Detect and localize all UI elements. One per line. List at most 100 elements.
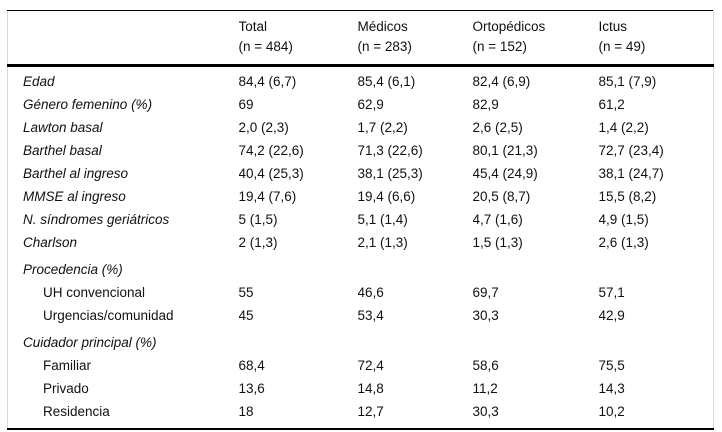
cell-value: 12,7 [357,404,384,419]
cell-value: 30,3 [472,404,499,419]
cell-value: 30,3 [472,308,499,323]
cell-value: 38,1 (25,3) [357,166,423,181]
row-label: Residencia [43,404,110,419]
cell-value: 15,5 (8,2) [598,189,657,204]
column-header-4: Ictus (n = 49) [598,10,714,67]
cell-value: 14,8 [357,381,384,396]
cell-value: 2,1 (1,3) [357,235,408,250]
cell-value: 11,2 [472,381,498,396]
row-label: Edad [23,74,55,89]
table-row: Procedencia (%) [8,254,714,281]
cell-value: 53,4 [357,308,384,323]
cell-value: 85,1 (7,9) [598,74,657,89]
table-row: Privado 13,6 14,8 11,2 14,3 [8,377,714,400]
cell-value [358,327,473,354]
column-title: Ictus [598,19,628,34]
row-label: N. síndromes geriátricos [23,212,170,227]
cell-value: 4,7 (1,6) [472,212,523,227]
table-row: UH convencional 55 46,6 69,7 57,1 [8,281,714,304]
cell-value: 69 [238,97,254,112]
cell-value: 19,4 (7,6) [238,189,297,204]
row-label: Lawton basal [23,120,103,135]
row-label: Cuidador principal (%) [23,335,157,350]
cell-value: 45 [238,308,254,323]
cell-value [358,254,473,281]
cell-value: 38,1 (24,7) [598,166,664,181]
cell-value: 72,7 (23,4) [598,143,664,158]
cell-value: 13,6 [238,381,265,396]
cell-value: 19,4 (6,6) [357,189,416,204]
table-row: Cuidador principal (%) [8,327,714,354]
cell-value: 5,1 (1,4) [357,212,408,227]
cell-value: 61,2 [598,97,625,112]
header-empty-cell [7,10,239,67]
row-label: Género femenino (%) [23,97,153,112]
cell-value: 18 [238,404,254,419]
cell-value: 57,1 [598,285,625,300]
column-title: Médicos [357,19,408,34]
table-row: Lawton basal 2,0 (2,3) 1,7 (2,2) 2,6 (2,5) 1… [8,116,714,139]
column-sample-size: (n = 152) [472,39,527,54]
cell-value: 42,9 [598,308,625,323]
column-header-1: Total (n = 484) [238,10,358,67]
cell-value: 1,5 (1,3) [472,235,523,250]
cell-value: 72,4 [357,358,384,373]
cell-value: 69,7 [472,285,499,300]
cell-value: 84,4 (6,7) [238,74,297,89]
table-row: Charlson 2 (1,3) 2,1 (1,3) 1,5 (1,3) 2,6 (1,… [8,231,714,254]
table-row: Edad 84,4 (6,7) 85,4 (6,1) 82,4 (6,9) 85,1 (… [8,66,714,94]
table-row: MMSE al ingreso 19,4 (7,6) 19,4 (6,6) 20,5 … [8,185,714,208]
column-header-3: Ortopédicos (n = 152) [472,10,599,67]
table-row: Residencia 18 12,7 30,3 10,2 [8,400,714,429]
cell-value: 58,6 [472,358,499,373]
row-label: Barthel basal [23,143,102,158]
cell-value: 82,4 (6,9) [472,74,531,89]
cell-value: 2 (1,3) [238,235,278,250]
row-label: Barthel al ingreso [23,166,129,181]
row-label: Urgencias/comunidad [43,308,174,323]
header-row: Total (n = 484) Médicos (n = 283) Ortopédico… [7,10,714,67]
table-row: N. síndromes geriátricos 5 (1,5) 5,1 (1,4)… [8,208,714,231]
cell-value: 2,6 (1,3) [598,235,649,250]
row-label: UH convencional [43,285,146,300]
cell-value: 20,5 (8,7) [472,189,531,204]
table-row: Género femenino (%) 69 62,9 82,9 61,2 [8,93,714,116]
cell-value: 55 [238,285,254,300]
cell-value: 62,9 [357,97,384,112]
table-container: Total (n = 484) Médicos (n = 283) Ortopédico… [7,10,722,430]
cell-value [473,254,599,281]
cell-value: 75,5 [598,358,625,373]
cell-value: 85,4 (6,1) [357,74,416,89]
patient-characteristics-table: Total (n = 484) Médicos (n = 283) Ortopédico… [7,10,714,430]
cell-value: 2,6 (2,5) [472,120,523,135]
cell-value: 80,1 (21,3) [472,143,538,158]
table-row: Barthel basal 74,2 (22,6) 71,3 (22,6) 80,1 … [8,139,714,162]
table-row: Barthel al ingreso 40,4 (25,3) 38,1 (25,3)… [8,162,714,185]
row-label: Procedencia (%) [23,262,123,277]
table-row: Familiar 68,4 72,4 58,6 75,5 [8,354,714,377]
cell-value [239,327,358,354]
column-title: Total [238,19,268,34]
table-row: Urgencias/comunidad 45 53,4 30,3 42,9 [8,304,714,327]
cell-value: 5 (1,5) [238,212,278,227]
cell-value: 1,7 (2,2) [357,120,408,135]
cell-value: 10,2 [598,404,625,419]
column-sample-size: (n = 283) [357,39,412,54]
row-label: Privado [43,381,89,396]
cell-value [599,254,714,281]
column-title: Ortopédicos [472,19,546,34]
cell-value: 46,6 [357,285,384,300]
cell-value [239,254,358,281]
row-label: Familiar [43,358,92,373]
cell-value: 2,0 (2,3) [238,120,289,135]
cell-value: 40,4 (25,3) [238,166,304,181]
cell-value: 74,2 (22,6) [238,143,304,158]
row-label: MMSE al ingreso [23,189,126,204]
cell-value [599,327,714,354]
cell-value: 1,4 (2,2) [598,120,649,135]
cell-value: 68,4 [238,358,265,373]
cell-value: 71,3 (22,6) [357,143,423,158]
cell-value: 4,9 (1,5) [598,212,649,227]
cell-value: 45,4 (24,9) [472,166,538,181]
row-label: Charlson [23,235,78,250]
